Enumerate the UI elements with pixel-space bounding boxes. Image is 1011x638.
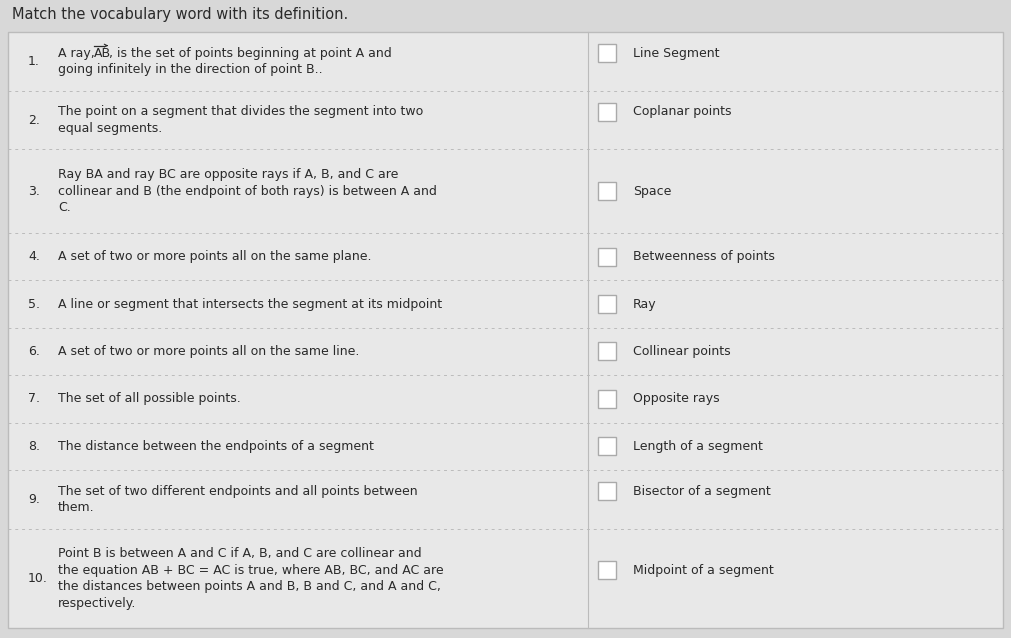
- Text: 7.: 7.: [28, 392, 40, 405]
- Text: The set of two different endpoints and all points between: The set of two different endpoints and a…: [58, 485, 418, 498]
- Text: C.: C.: [58, 201, 71, 214]
- Text: 8.: 8.: [28, 440, 40, 453]
- Text: Length of a segment: Length of a segment: [633, 440, 763, 453]
- Text: the equation AB + BC = AC is true, where AB, BC, and AC are: the equation AB + BC = AC is true, where…: [58, 563, 444, 577]
- Text: A line or segment that intersects the segment at its midpoint: A line or segment that intersects the se…: [58, 297, 442, 311]
- Text: Point B is between A and C if A, B, and C are collinear and: Point B is between A and C if A, B, and …: [58, 547, 422, 560]
- FancyBboxPatch shape: [598, 103, 616, 121]
- Text: Space: Space: [633, 184, 671, 198]
- Text: collinear and B (the endpoint of both rays) is between A and: collinear and B (the endpoint of both ra…: [58, 184, 437, 198]
- FancyBboxPatch shape: [598, 182, 616, 200]
- Text: The set of all possible points.: The set of all possible points.: [58, 392, 241, 405]
- Text: 2.: 2.: [28, 114, 39, 126]
- Text: Betweenness of points: Betweenness of points: [633, 250, 774, 263]
- Text: the distances between points A and B, B and C, and A and C,: the distances between points A and B, B …: [58, 580, 441, 593]
- Text: Bisector of a segment: Bisector of a segment: [633, 485, 770, 498]
- FancyBboxPatch shape: [8, 32, 1003, 628]
- FancyBboxPatch shape: [598, 561, 616, 579]
- Text: going infinitely in the direction of point B..: going infinitely in the direction of poi…: [58, 63, 323, 76]
- Text: equal segments.: equal segments.: [58, 122, 162, 135]
- Text: Collinear points: Collinear points: [633, 345, 731, 358]
- FancyBboxPatch shape: [598, 482, 616, 500]
- Text: Match the vocabulary word with its definition.: Match the vocabulary word with its defin…: [12, 6, 348, 22]
- Text: 3.: 3.: [28, 184, 39, 198]
- FancyBboxPatch shape: [598, 390, 616, 408]
- Text: Ray BA and ray BC are opposite rays if A, B, and C are: Ray BA and ray BC are opposite rays if A…: [58, 168, 398, 181]
- Text: Opposite rays: Opposite rays: [633, 392, 720, 405]
- Text: Line Segment: Line Segment: [633, 47, 720, 59]
- Text: Coplanar points: Coplanar points: [633, 105, 732, 118]
- Text: 5.: 5.: [28, 297, 40, 311]
- Text: 9.: 9.: [28, 493, 39, 506]
- Text: 4.: 4.: [28, 250, 39, 263]
- Text: A ray,: A ray,: [58, 47, 99, 59]
- Text: 10.: 10.: [28, 572, 48, 585]
- Text: them.: them.: [58, 501, 95, 514]
- Text: The distance between the endpoints of a segment: The distance between the endpoints of a …: [58, 440, 374, 453]
- Text: The point on a segment that divides the segment into two: The point on a segment that divides the …: [58, 105, 424, 118]
- Text: 6.: 6.: [28, 345, 39, 358]
- Text: respectively.: respectively.: [58, 597, 136, 609]
- Text: AB: AB: [94, 47, 111, 59]
- FancyBboxPatch shape: [598, 343, 616, 360]
- Text: A set of two or more points all on the same line.: A set of two or more points all on the s…: [58, 345, 359, 358]
- FancyBboxPatch shape: [598, 295, 616, 313]
- Text: , is the set of points beginning at point A and: , is the set of points beginning at poin…: [109, 47, 392, 59]
- FancyBboxPatch shape: [598, 437, 616, 456]
- Text: A set of two or more points all on the same plane.: A set of two or more points all on the s…: [58, 250, 371, 263]
- Text: Midpoint of a segment: Midpoint of a segment: [633, 563, 773, 577]
- FancyBboxPatch shape: [598, 248, 616, 265]
- Text: 1.: 1.: [28, 55, 39, 68]
- FancyBboxPatch shape: [598, 44, 616, 62]
- Text: Ray: Ray: [633, 297, 656, 311]
